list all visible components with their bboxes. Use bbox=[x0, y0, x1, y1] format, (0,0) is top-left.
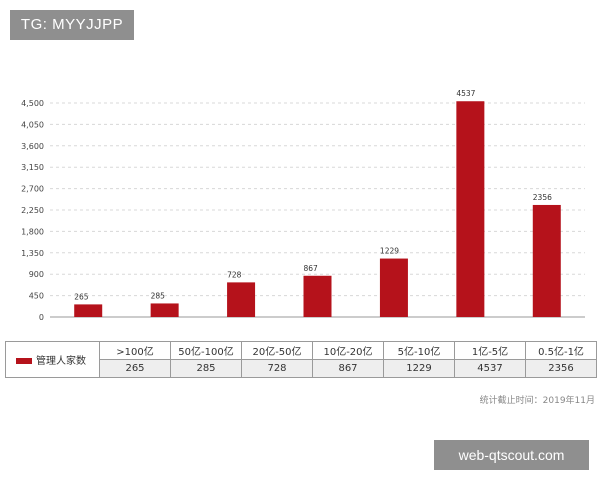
category-label: 0.5亿-1亿 bbox=[525, 341, 597, 360]
data-label: 867 bbox=[304, 264, 319, 273]
bar bbox=[74, 304, 103, 317]
legend-swatch bbox=[16, 358, 32, 364]
category-label: 10亿-20亿 bbox=[312, 341, 384, 360]
value-cell: 4537 bbox=[454, 359, 526, 378]
bar-chart: 0 450 900 1,350 1,800 2,250 2,700 3,150 3,600 4,0… bbox=[21, 89, 585, 322]
bar bbox=[532, 204, 561, 317]
value-cell: 728 bbox=[241, 359, 313, 378]
data-label: 2356 bbox=[533, 193, 552, 202]
y-tick-label: 2,700 bbox=[21, 185, 44, 194]
value-cell: 867 bbox=[312, 359, 384, 378]
y-tick-label: 1,800 bbox=[21, 227, 44, 236]
y-tick-label: 4,500 bbox=[21, 99, 44, 108]
watermark-bottom: web-qtscout.com bbox=[434, 440, 589, 470]
data-label: 265 bbox=[74, 292, 89, 301]
category-row: 管理人家数 >100亿 50亿-100亿 20亿-50亿 10亿-20亿 5亿-10亿 1亿… bbox=[5, 341, 597, 378]
value-row: 265 285 728 867 1229 4537 2356 bbox=[6, 359, 597, 378]
value-cell: 285 bbox=[170, 359, 242, 378]
legend-label: 管理人家数 bbox=[36, 356, 86, 367]
y-tick-label: 1,350 bbox=[21, 249, 44, 258]
y-tick-label: 0 bbox=[39, 313, 44, 322]
category-label: 1亿-5亿 bbox=[454, 341, 526, 360]
bar bbox=[303, 275, 332, 317]
category-label: >100亿 bbox=[99, 341, 171, 360]
watermark-top: TG: MYYJJPP bbox=[10, 10, 134, 40]
y-tick-label: 3,150 bbox=[21, 163, 44, 172]
category-label: 5亿-10亿 bbox=[383, 341, 455, 360]
y-tick-label: 4,050 bbox=[21, 120, 44, 129]
data-label: 728 bbox=[227, 270, 242, 279]
y-tick-label: 900 bbox=[29, 270, 44, 279]
bar bbox=[456, 101, 485, 317]
value-cell: 2356 bbox=[525, 359, 597, 378]
value-cell: 1229 bbox=[383, 359, 455, 378]
data-label: 1229 bbox=[380, 247, 399, 256]
footnote: 统计截止时间：2019年11月 bbox=[479, 396, 595, 406]
value-cell: 265 bbox=[99, 359, 171, 378]
bar bbox=[150, 303, 179, 317]
y-tick-label: 2,250 bbox=[21, 206, 44, 215]
category-label: 20亿-50亿 bbox=[241, 341, 313, 360]
bar bbox=[379, 258, 408, 317]
legend-cell: 管理人家数 bbox=[5, 341, 100, 378]
y-tick-label: 3,600 bbox=[21, 142, 44, 151]
data-table: 管理人家数 >100亿 50亿-100亿 20亿-50亿 10亿-20亿 5亿-10亿 1亿… bbox=[5, 341, 597, 378]
data-label: 4537 bbox=[456, 89, 475, 98]
y-tick-label: 450 bbox=[29, 292, 44, 301]
data-label: 285 bbox=[151, 291, 166, 300]
category-label: 50亿-100亿 bbox=[170, 341, 242, 360]
bar bbox=[227, 282, 256, 317]
